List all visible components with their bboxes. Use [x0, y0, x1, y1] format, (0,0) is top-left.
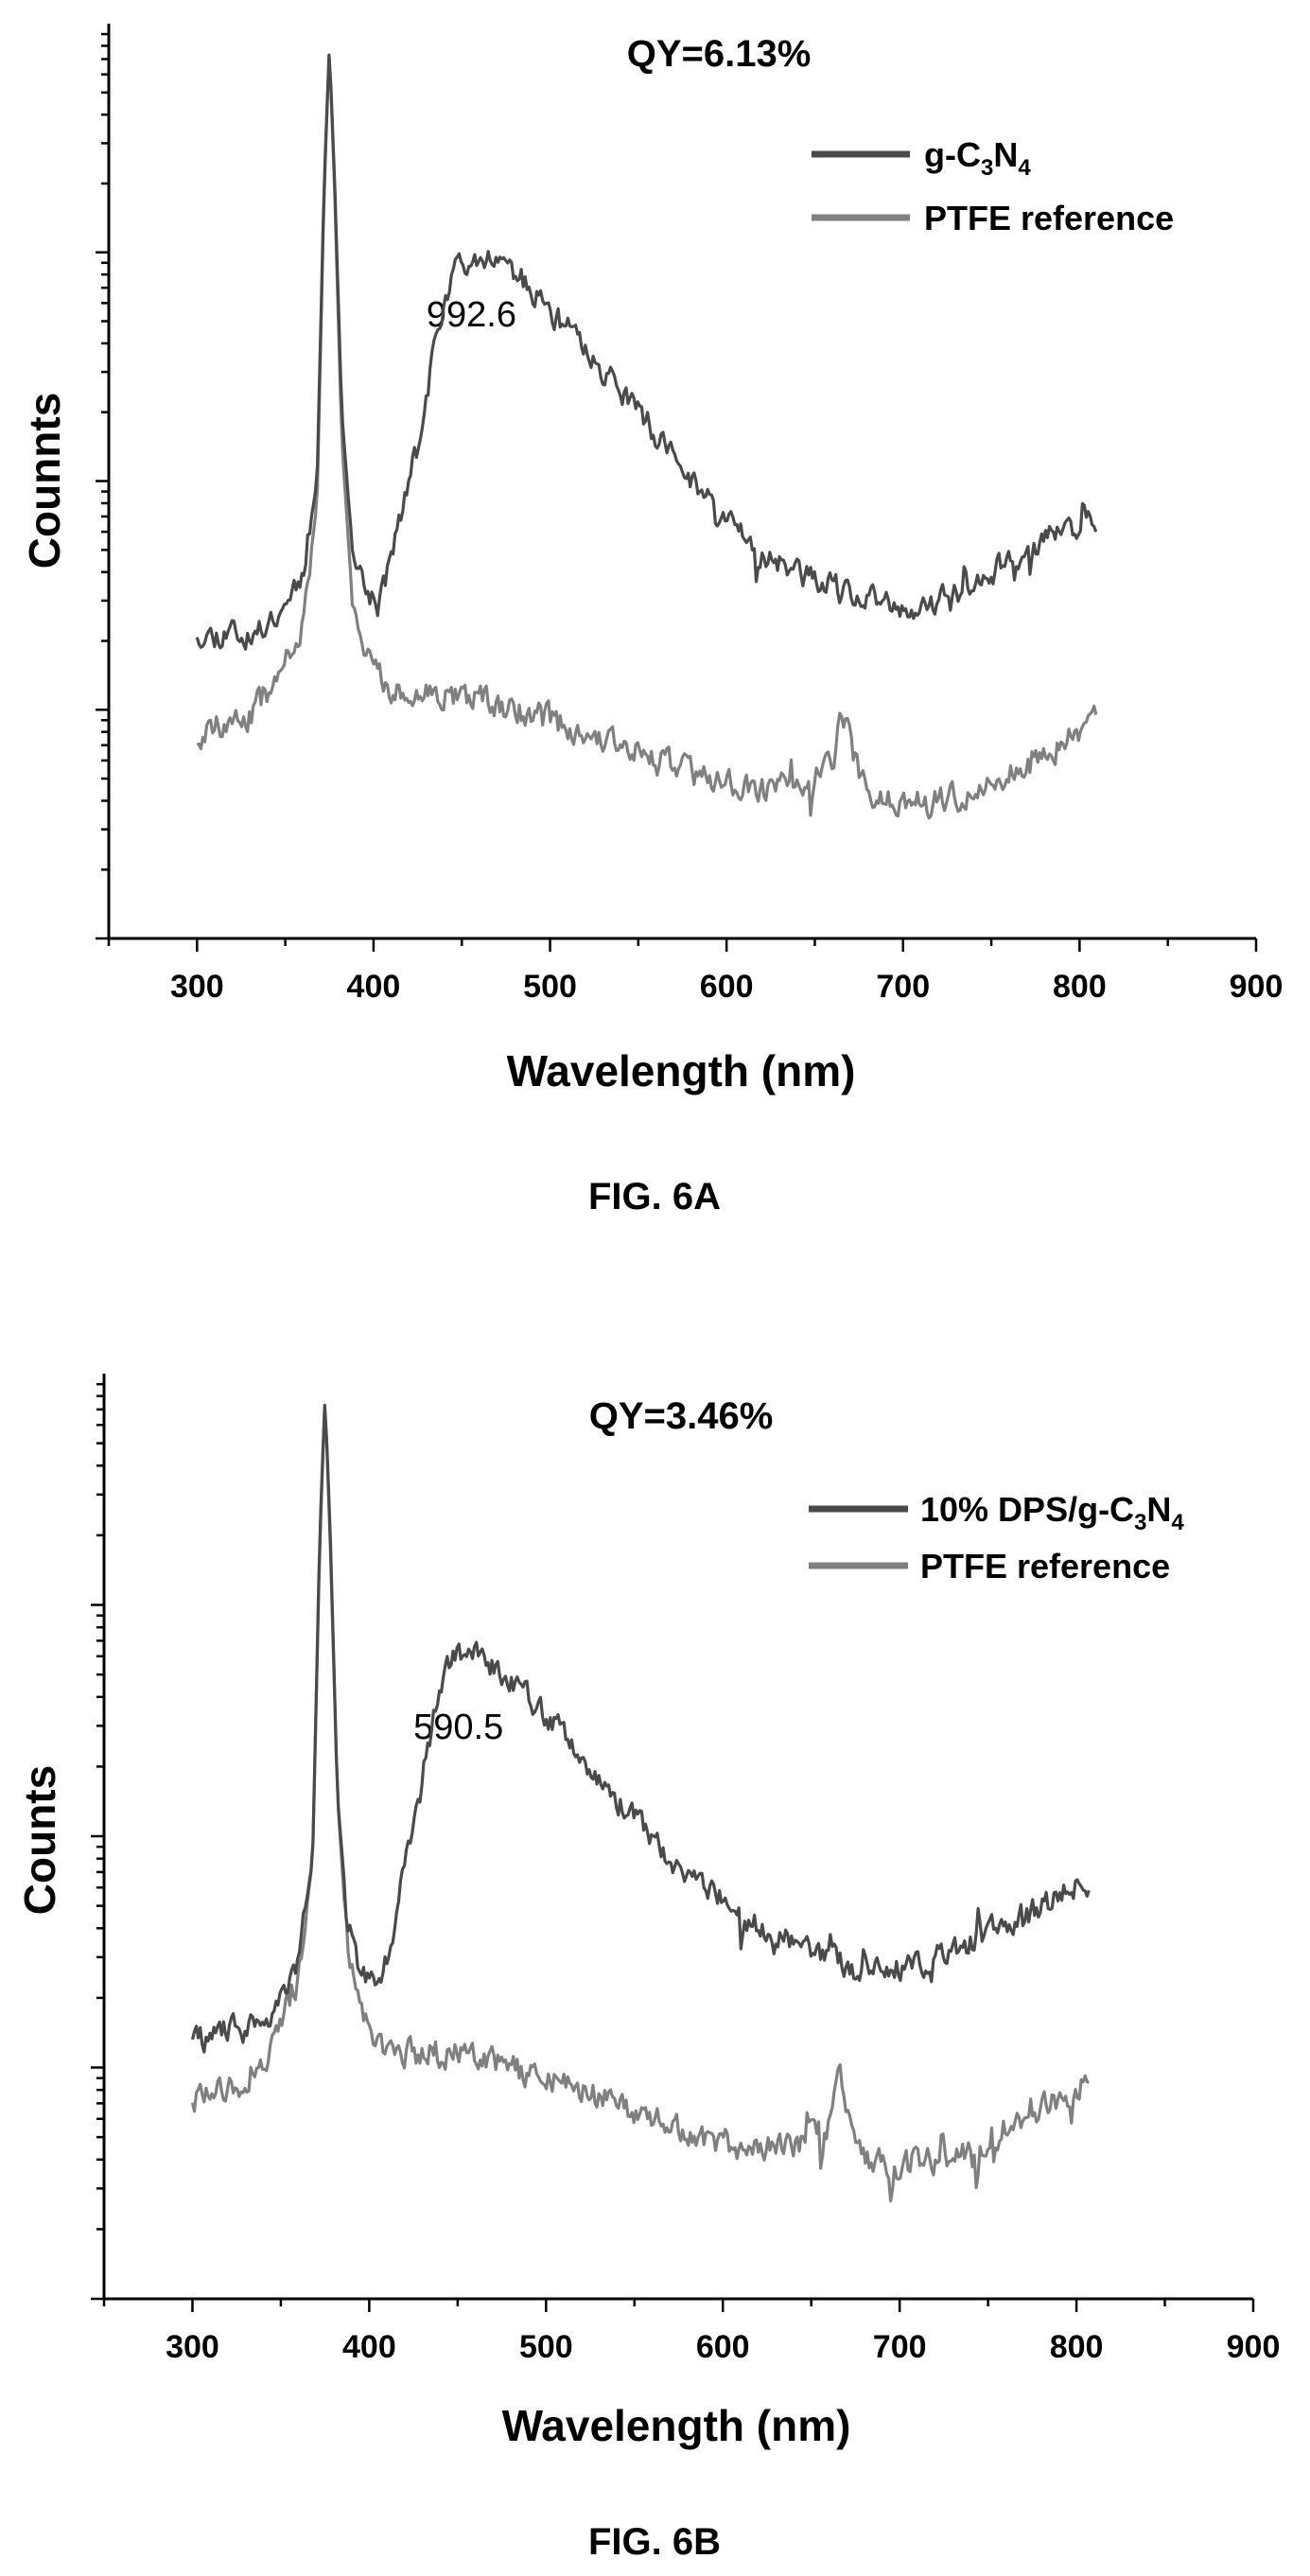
- x-tick-label: 500: [523, 969, 577, 1005]
- figure-caption: FIG. 6B: [588, 2521, 721, 2563]
- x-tick-label: 600: [700, 969, 754, 1005]
- x-tick-label: 400: [347, 969, 401, 1005]
- chart-panel-a: QY=6.13% g-C3N4 PTFE reference 992.6 300…: [20, 24, 1283, 1218]
- x-tick-label: 800: [1053, 969, 1107, 1005]
- series-line-1: [195, 53, 1098, 651]
- qy-annotation: QY=6.13%: [627, 33, 812, 75]
- peak-annotation: 590.5: [413, 1708, 503, 1747]
- x-axis-label: Wavelength (nm): [502, 2401, 851, 2450]
- series-line-2: [196, 54, 1098, 820]
- plot-area: [195, 53, 1098, 820]
- legend-label-series-1: g-C3N4: [924, 135, 1031, 181]
- x-tick-label: 700: [873, 2329, 927, 2365]
- y-axis-label: Counnts: [20, 393, 69, 570]
- x-tick-label: 700: [876, 969, 930, 1005]
- x-tick-label: 500: [519, 2329, 573, 2365]
- legend: g-C3N4 PTFE reference: [812, 135, 1174, 237]
- x-tick-label: 900: [1230, 969, 1284, 1005]
- plot-area: [190, 1403, 1091, 2203]
- x-tick-label: 300: [166, 2329, 219, 2365]
- x-tick-label: 400: [342, 2329, 396, 2365]
- legend: 10% DPS/g-C3N4 PTFE reference: [809, 1490, 1184, 1586]
- x-tick-label: 600: [696, 2329, 750, 2365]
- y-axis-ticks: [91, 1382, 104, 2301]
- y-axis-ticks: [96, 32, 109, 940]
- qy-annotation: QY=3.46%: [589, 1395, 774, 1437]
- x-tick-label: 300: [170, 969, 224, 1005]
- figure-caption: FIG. 6A: [588, 1176, 721, 1218]
- legend-label-series-2: PTFE reference: [920, 1547, 1170, 1586]
- x-tick-label: 900: [1227, 2329, 1281, 2365]
- legend-label-series-1: 10% DPS/g-C3N4: [920, 1490, 1184, 1535]
- legend-label-series-2: PTFE reference: [924, 199, 1174, 237]
- x-axis-label: Wavelength (nm): [507, 1046, 856, 1095]
- series-line-1: [190, 1403, 1091, 2054]
- chart-panel-b: QY=3.46% 10% DPS/g-C3N4 PTFE reference 5…: [15, 1374, 1280, 2563]
- y-axis-label: Counts: [15, 1765, 64, 1915]
- x-axis-ticks: 300 400 500 600 700 800 900: [107, 938, 1284, 1005]
- x-axis-ticks: 300 400 500 600 700 800 900: [102, 2299, 1281, 2365]
- x-tick-label: 800: [1050, 2329, 1104, 2365]
